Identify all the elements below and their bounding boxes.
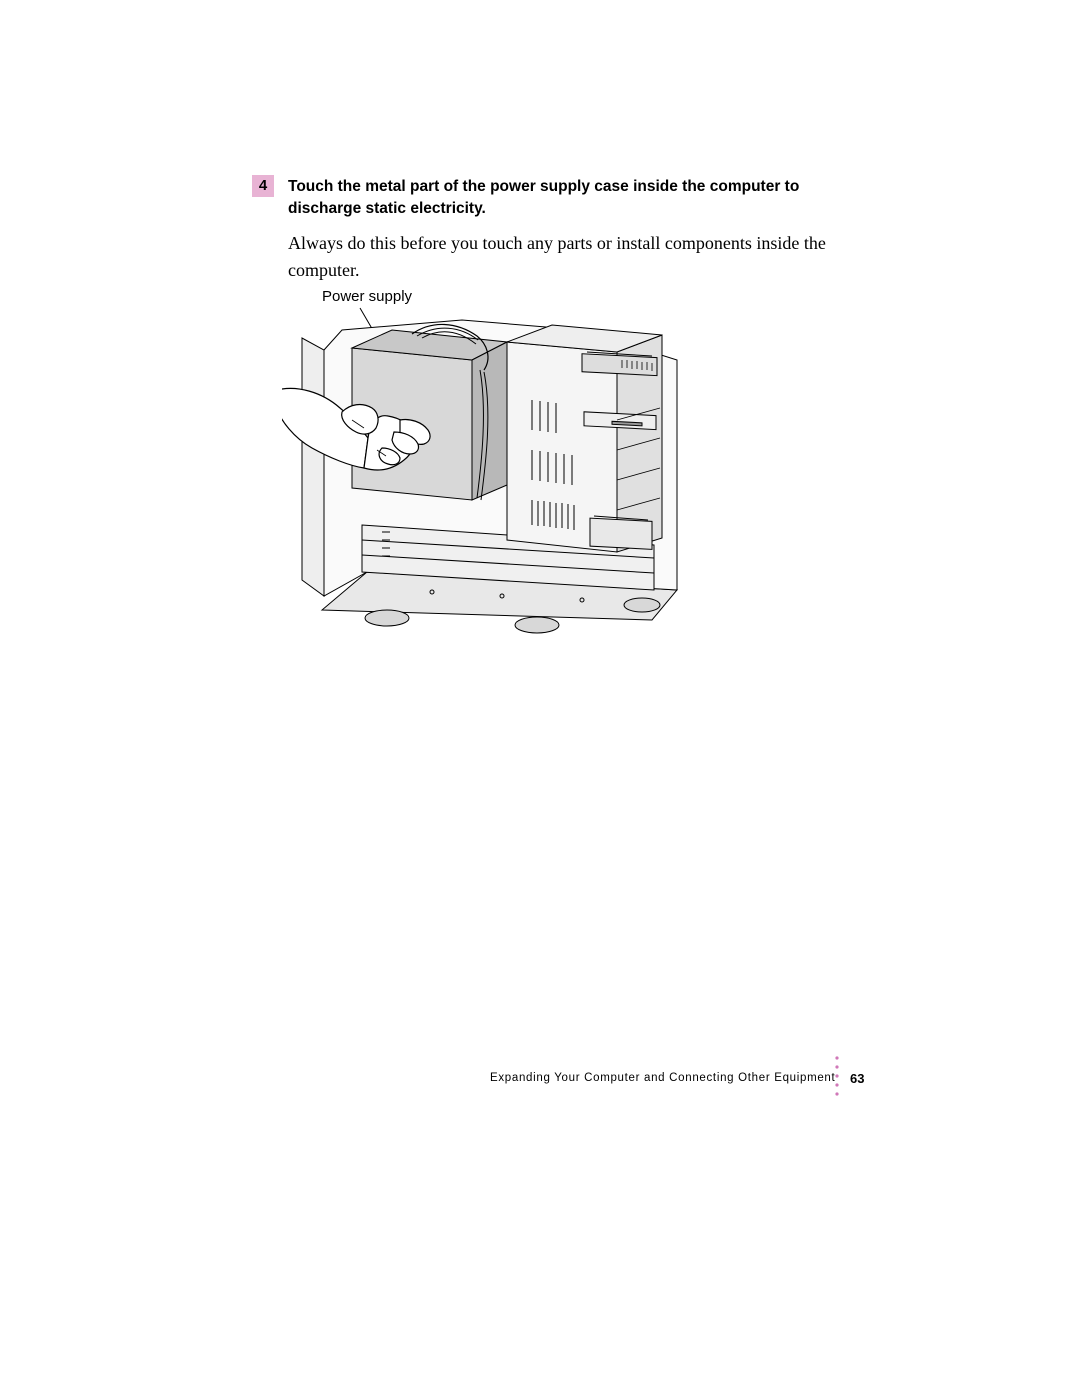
power-supply-illustration <box>282 300 692 650</box>
step-title: Touch the metal part of the power supply… <box>288 176 858 221</box>
footer-page-number: 63 <box>850 1071 864 1086</box>
step-body-text: Always do this before you touch any part… <box>288 230 848 284</box>
footer-chapter-title: Expanding Your Computer and Connecting O… <box>490 1072 835 1084</box>
step-number-badge: 4 <box>252 175 274 197</box>
document-page: 4 Touch the metal part of the power supp… <box>0 0 1080 1397</box>
